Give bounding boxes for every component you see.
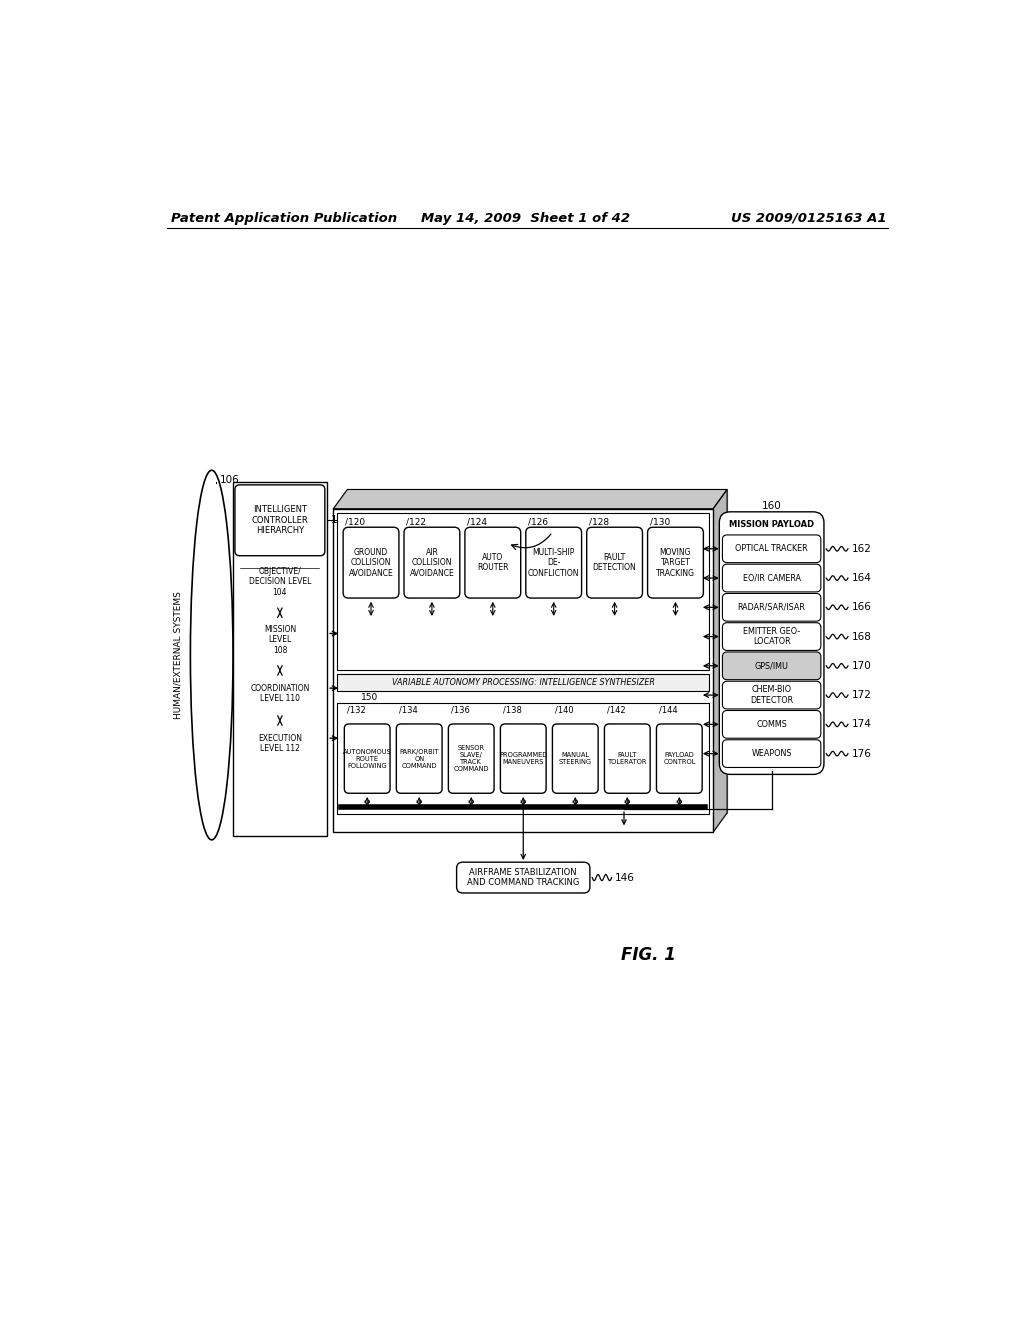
Text: CHEM-BIO
DETECTOR: CHEM-BIO DETECTOR: [750, 685, 794, 705]
Text: May 14, 2009  Sheet 1 of 42: May 14, 2009 Sheet 1 of 42: [421, 213, 630, 224]
Text: /122: /122: [407, 517, 426, 527]
FancyBboxPatch shape: [722, 594, 821, 622]
Text: MANUAL
STEERING: MANUAL STEERING: [559, 752, 592, 766]
Bar: [347, 490, 727, 813]
Text: EO/IR CAMERA: EO/IR CAMERA: [742, 574, 801, 582]
Text: /124: /124: [467, 517, 487, 527]
Text: PROGRAMMED
MANEUVERS: PROGRAMMED MANEUVERS: [499, 752, 548, 766]
Text: AIR
COLLISION
AVOIDANCE: AIR COLLISION AVOIDANCE: [410, 548, 455, 578]
Text: 106: 106: [219, 475, 240, 486]
Text: AUTONOMOUS
ROUTE
FOLLOWING: AUTONOMOUS ROUTE FOLLOWING: [343, 748, 391, 768]
Polygon shape: [334, 490, 727, 508]
Text: AIRFRAME STABILIZATION
AND COMMAND TRACKING: AIRFRAME STABILIZATION AND COMMAND TRACK…: [467, 867, 580, 887]
Bar: [337, 512, 710, 671]
Text: WEAPONS: WEAPONS: [752, 750, 792, 758]
FancyBboxPatch shape: [457, 862, 590, 892]
FancyBboxPatch shape: [343, 527, 399, 598]
FancyBboxPatch shape: [449, 723, 495, 793]
Text: FAULT
DETECTION: FAULT DETECTION: [593, 553, 637, 573]
Text: /140: /140: [555, 706, 573, 715]
Text: SENSOR
SLAVE/
TRACK
COMMAND: SENSOR SLAVE/ TRACK COMMAND: [454, 744, 489, 772]
FancyBboxPatch shape: [722, 623, 821, 651]
FancyBboxPatch shape: [722, 710, 821, 738]
Text: /138: /138: [503, 706, 521, 715]
Text: /134: /134: [398, 706, 418, 715]
FancyBboxPatch shape: [587, 527, 642, 598]
FancyBboxPatch shape: [501, 723, 546, 793]
Text: PARK/ORBIT
ON
COMMAND: PARK/ORBIT ON COMMAND: [399, 748, 439, 768]
FancyBboxPatch shape: [647, 527, 703, 598]
FancyBboxPatch shape: [234, 484, 325, 556]
Text: EMITTER GEO-
LOCATOR: EMITTER GEO- LOCATOR: [743, 627, 801, 647]
Text: PAYLOAD
CONTROL: PAYLOAD CONTROL: [664, 752, 695, 766]
Text: COORDINATION
LEVEL 110: COORDINATION LEVEL 110: [250, 684, 309, 704]
Text: 176: 176: [852, 748, 871, 759]
FancyBboxPatch shape: [552, 723, 598, 793]
Text: HUMAN/EXTERNAL SYSTEMS: HUMAN/EXTERNAL SYSTEMS: [174, 591, 183, 719]
FancyBboxPatch shape: [404, 527, 460, 598]
Bar: [232, 482, 328, 836]
Text: INTELLIGENT
CONTROLLER
HIERARCHY: INTELLIGENT CONTROLLER HIERARCHY: [252, 506, 308, 535]
Text: 150: 150: [360, 693, 378, 702]
Text: RADAR/SAR/ISAR: RADAR/SAR/ISAR: [737, 603, 806, 611]
FancyBboxPatch shape: [344, 723, 390, 793]
Text: 174: 174: [852, 719, 871, 730]
FancyBboxPatch shape: [396, 723, 442, 793]
Bar: [337, 675, 710, 692]
FancyBboxPatch shape: [525, 527, 582, 598]
Text: /126: /126: [528, 517, 548, 527]
Bar: [337, 702, 710, 814]
Bar: [334, 508, 713, 832]
Text: /144: /144: [658, 706, 678, 715]
Text: COMMS: COMMS: [756, 719, 787, 729]
FancyBboxPatch shape: [719, 512, 824, 775]
Text: 160: 160: [762, 502, 781, 511]
Text: /136: /136: [451, 706, 470, 715]
FancyBboxPatch shape: [722, 681, 821, 709]
Text: 164: 164: [852, 573, 871, 583]
Text: AUTO
ROUTER: AUTO ROUTER: [477, 553, 509, 573]
Text: Patent Application Publication: Patent Application Publication: [171, 213, 396, 224]
Text: /142: /142: [607, 706, 626, 715]
Text: 166: 166: [852, 602, 871, 612]
FancyBboxPatch shape: [722, 535, 821, 562]
Text: FAULT
TOLERATOR: FAULT TOLERATOR: [607, 752, 647, 766]
Text: 172: 172: [852, 690, 871, 700]
Text: /132: /132: [347, 706, 366, 715]
Text: MULTI-SHIP
DE-
CONFLICTION: MULTI-SHIP DE- CONFLICTION: [528, 548, 580, 578]
Text: OBJECTIVE/
DECISION LEVEL
104: OBJECTIVE/ DECISION LEVEL 104: [249, 568, 311, 597]
Text: 168: 168: [852, 631, 871, 642]
FancyBboxPatch shape: [722, 652, 821, 680]
Text: /130: /130: [650, 517, 670, 527]
Text: MOVING
TARGET
TRACKING: MOVING TARGET TRACKING: [656, 548, 695, 578]
Text: VARIABLE AUTONOMY PROCESSING: INTELLIGENCE SYNTHESIZER: VARIABLE AUTONOMY PROCESSING: INTELLIGEN…: [392, 678, 654, 688]
Text: MISSION
LEVEL
108: MISSION LEVEL 108: [264, 624, 296, 655]
Text: 162: 162: [852, 544, 871, 554]
Text: 102: 102: [331, 515, 351, 525]
Text: /128: /128: [589, 517, 609, 527]
Text: GROUND
COLLISION
AVOIDANCE: GROUND COLLISION AVOIDANCE: [348, 548, 393, 578]
FancyBboxPatch shape: [465, 527, 520, 598]
FancyBboxPatch shape: [722, 564, 821, 591]
Text: 170: 170: [852, 661, 871, 671]
Text: /120: /120: [345, 517, 366, 527]
Ellipse shape: [190, 470, 233, 840]
Text: US 2009/0125163 A1: US 2009/0125163 A1: [731, 213, 887, 224]
Text: 146: 146: [614, 873, 635, 883]
Polygon shape: [713, 490, 727, 832]
Text: EXECUTION
LEVEL 112: EXECUTION LEVEL 112: [258, 734, 302, 754]
FancyBboxPatch shape: [656, 723, 702, 793]
FancyBboxPatch shape: [722, 739, 821, 767]
Text: OPTICAL TRACKER: OPTICAL TRACKER: [735, 544, 808, 553]
Text: FIG. 1: FIG. 1: [622, 946, 676, 965]
FancyBboxPatch shape: [604, 723, 650, 793]
Text: GPS/IMU: GPS/IMU: [755, 661, 788, 671]
Text: MISSION PAYLOAD: MISSION PAYLOAD: [729, 520, 814, 528]
Text: 100: 100: [539, 531, 560, 541]
